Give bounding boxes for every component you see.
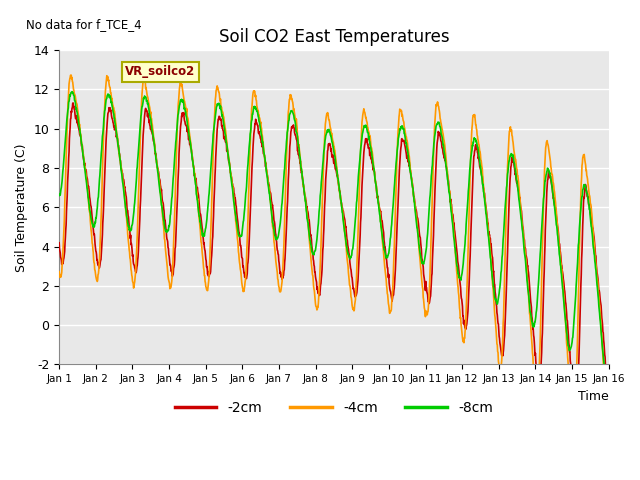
Text: VR_soilco2: VR_soilco2 [125, 65, 195, 78]
X-axis label: Time: Time [578, 390, 609, 403]
Y-axis label: Soil Temperature (C): Soil Temperature (C) [15, 143, 28, 272]
Legend: -2cm, -4cm, -8cm: -2cm, -4cm, -8cm [169, 395, 499, 420]
Title: Soil CO2 East Temperatures: Soil CO2 East Temperatures [219, 28, 449, 46]
Text: No data for f_TCE_4: No data for f_TCE_4 [26, 18, 142, 31]
